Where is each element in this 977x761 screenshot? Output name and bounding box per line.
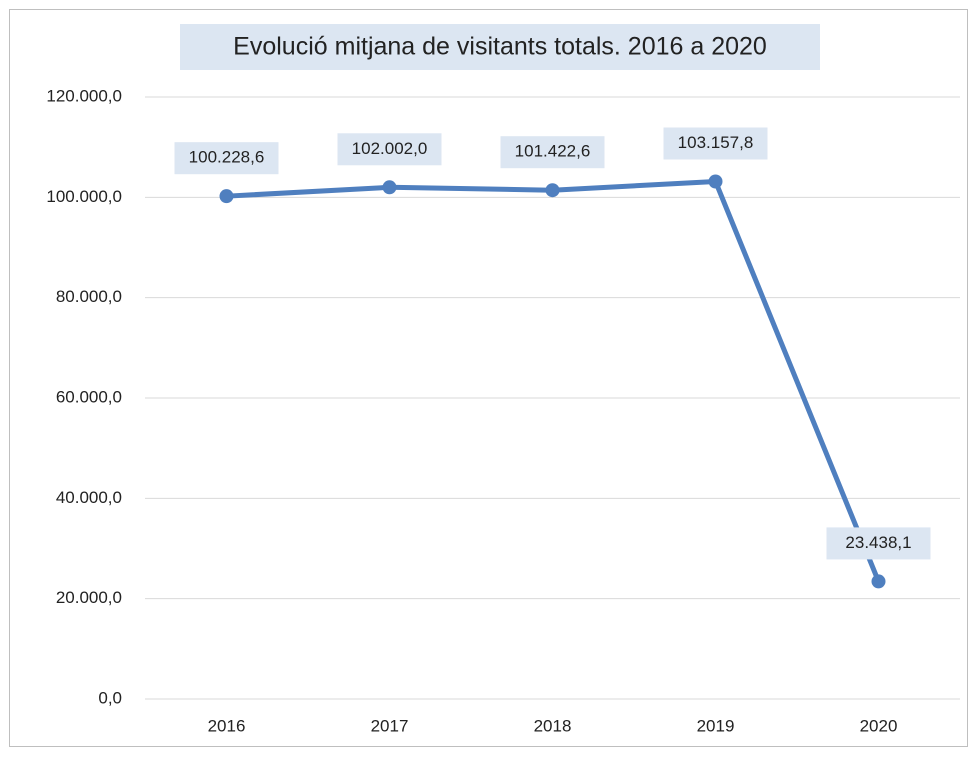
y-tick-label: 0,0: [98, 688, 122, 707]
y-tick-label: 100.000,0: [46, 187, 122, 206]
data-label-box: [337, 133, 442, 166]
data-label: 102.002,0: [352, 139, 428, 158]
chart-title: Evolució mitjana de visitants totals. 20…: [233, 33, 767, 61]
data-label: 23.438,1: [845, 533, 911, 552]
x-tick-label: 2018: [534, 716, 572, 735]
data-label: 103.157,8: [678, 133, 754, 152]
y-tick-label: 60.000,0: [56, 387, 122, 406]
y-tick-label: 120.000,0: [46, 86, 122, 105]
y-tick-label: 80.000,0: [56, 287, 122, 306]
data-point: [708, 174, 723, 189]
data-label-box: [500, 136, 605, 169]
data-point: [219, 189, 234, 204]
x-tick-label: 2016: [208, 716, 246, 735]
x-tick-label: 2020: [860, 716, 898, 735]
data-label: 101.422,6: [515, 142, 591, 161]
title-box: [180, 24, 820, 70]
y-tick-label: 40.000,0: [56, 488, 122, 507]
data-label: 100.228,6: [189, 148, 265, 167]
data-label-box: [174, 142, 279, 175]
data-point: [545, 183, 560, 198]
chart-border: [9, 9, 968, 747]
data-label-box: [826, 527, 931, 560]
x-tick-label: 2019: [697, 716, 735, 735]
data-point: [871, 574, 886, 589]
x-tick-label: 2017: [371, 716, 409, 735]
y-tick-label: 20.000,0: [56, 588, 122, 607]
data-label-box: [663, 127, 768, 160]
data-point: [382, 180, 397, 195]
